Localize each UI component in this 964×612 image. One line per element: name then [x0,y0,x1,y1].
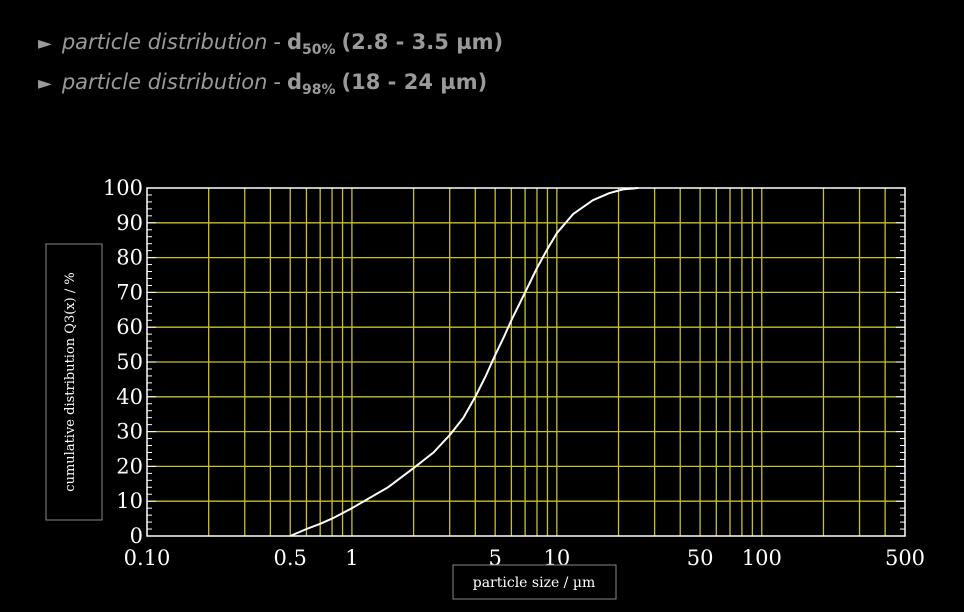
spec-label: particle distribution [61,70,268,94]
triangle-right-icon: ► [38,33,52,54]
x-tick-label: 500 [885,546,925,570]
spec-label: particle distribution [61,30,268,54]
spec-symbol: d [286,30,303,54]
x-axis-title-box: particle size / µm [452,564,617,600]
axis-tick-labels: 0 10 20 30 40 50 60 70 80 90 100 0.10 0.5 1 5 10 50 100 50… [103,176,925,570]
spec-dash: - [273,70,281,94]
spec-dash: - [273,30,281,54]
y-tick-label: 50 [116,350,143,374]
y-tick-label: 100 [103,176,143,200]
specification-list: ► particle distribution - d 50% (2.8 - 3.… [38,30,503,110]
y-tick-label: 40 [116,385,143,409]
cumulative-distribution-line [289,187,639,537]
x-axis-title: particle size / µm [473,575,595,591]
x-tick-label: 0.10 [124,546,171,570]
y-tick-label: 60 [116,315,143,339]
spec-subscript: 98% [302,82,336,98]
grid [147,188,905,536]
x-tick-label: 0.5 [274,546,307,570]
y-tick-label: 10 [116,489,143,513]
spec-subscript: 50% [302,42,336,58]
x-tick-label: 1 [345,546,358,570]
y-tick-label: 30 [116,420,143,444]
plot-frame [146,187,906,537]
x-tick-label: 50 [687,546,714,570]
triangle-right-icon: ► [38,73,52,94]
spec-range: (18 - 24 µm) [341,70,488,94]
x-tick-label: 5 [488,546,501,570]
x-tick-label: 100 [742,546,782,570]
x-tick-label: 10 [543,546,570,570]
spec-item-d98: ► particle distribution - d 98% (18 - 24 … [38,70,503,110]
y-tick-label: 70 [116,280,143,304]
y-axis-title: cumulative distribution Q3(x) / % [63,272,78,491]
spec-range: (2.8 - 3.5 µm) [341,30,504,54]
spec-item-d50: ► particle distribution - d 50% (2.8 - 3.… [38,30,503,70]
y-tick-label: 0 [130,524,143,548]
y-tick-label: 20 [116,454,143,478]
spec-symbol: d [286,70,303,94]
y-tick-label: 90 [116,211,143,235]
y-tick-label: 80 [116,246,143,270]
axis-ticks [147,187,905,537]
y-axis-title-box: cumulative distribution Q3(x) / % [45,243,103,521]
